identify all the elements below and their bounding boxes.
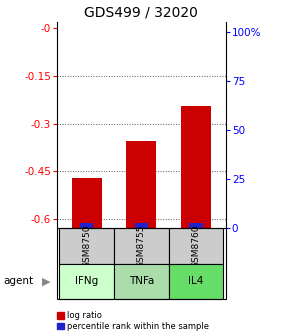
Bar [59,228,114,264]
Bar [114,228,169,264]
Bar [189,223,203,228]
Text: IFNg: IFNg [75,277,98,286]
Text: GSM8760: GSM8760 [192,224,201,268]
Bar [59,264,114,299]
Text: agent: agent [3,277,33,286]
Text: GSM8750: GSM8750 [82,224,91,268]
Bar [181,106,211,228]
Text: GSM8755: GSM8755 [137,224,146,268]
Bar [169,264,224,299]
Bar [114,264,169,299]
Text: ▶: ▶ [42,277,50,286]
Bar [80,223,93,228]
Legend: log ratio, percentile rank within the sample: log ratio, percentile rank within the sa… [56,310,210,332]
Bar [169,228,224,264]
Bar [126,141,156,228]
Text: IL4: IL4 [188,277,204,286]
Title: GDS499 / 32020: GDS499 / 32020 [84,5,198,19]
Bar [135,223,148,228]
Bar [72,178,102,228]
Text: TNFa: TNFa [129,277,154,286]
